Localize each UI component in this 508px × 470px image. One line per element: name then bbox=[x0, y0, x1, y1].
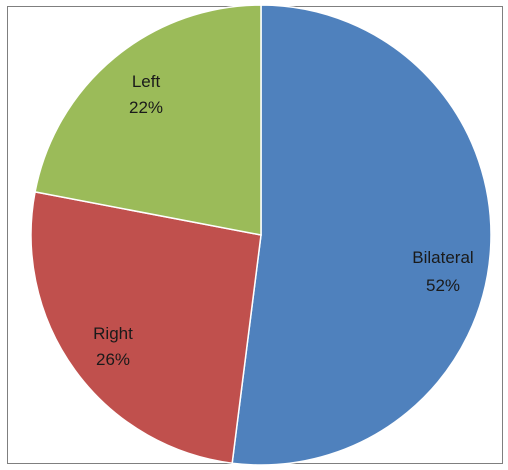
slice-label-left: Left bbox=[132, 72, 161, 91]
pie-slice-bilateral bbox=[231, 4, 492, 466]
slice-percent-right: 26% bbox=[96, 350, 130, 369]
slice-percent-bilateral: 52% bbox=[426, 276, 460, 295]
pie-slices bbox=[30, 4, 492, 466]
slice-label-bilateral: Bilateral bbox=[412, 248, 473, 267]
pie-slice-right bbox=[30, 191, 262, 465]
pie-slice-left bbox=[34, 4, 262, 236]
slice-label-right: Right bbox=[93, 324, 133, 343]
slice-percent-left: 22% bbox=[129, 98, 163, 117]
pie-labels: Bilateral 52% Right 26% Left 22% bbox=[93, 72, 474, 369]
